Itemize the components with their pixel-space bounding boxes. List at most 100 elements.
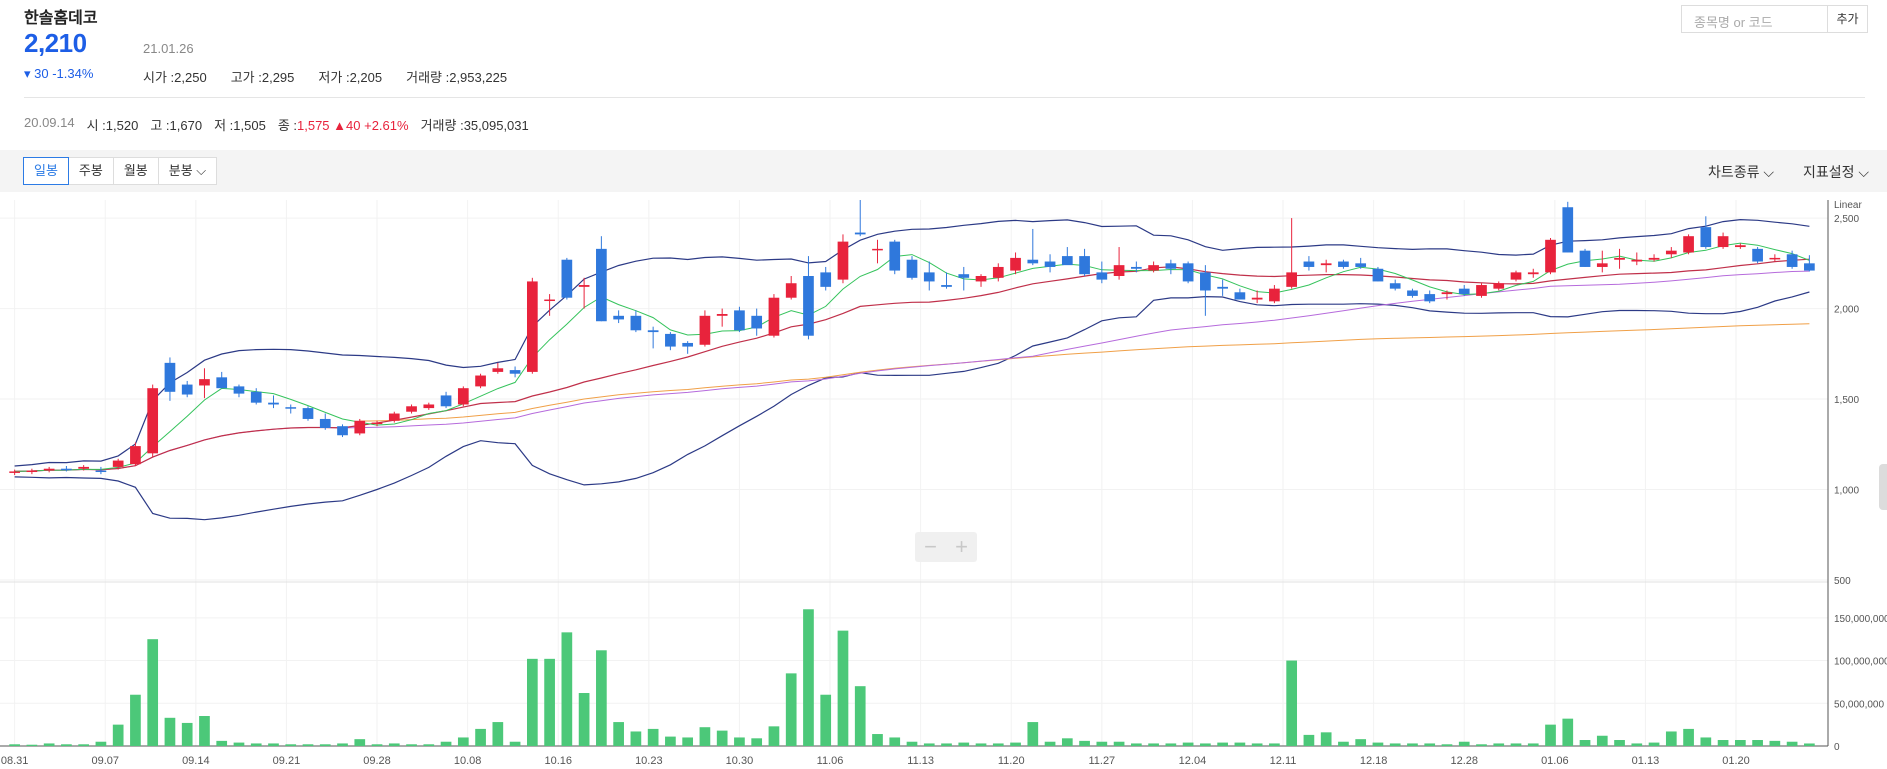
candle-body (1165, 263, 1177, 269)
volume-bar (613, 722, 624, 746)
candle-body (561, 259, 573, 298)
bollinger-lower-line (14, 291, 1810, 521)
bollinger-upper-line (14, 218, 1810, 467)
volume-bar (768, 726, 780, 746)
add-stock-button[interactable]: 추가 (1828, 5, 1868, 33)
tab-minute[interactable]: 분봉 ⌵ (157, 157, 218, 185)
candle-body (1493, 283, 1505, 289)
volume-bar (1717, 740, 1729, 746)
volume-bar (561, 632, 573, 746)
hover-close: 종 :1,575 ▲40 +2.61% (277, 118, 409, 133)
candle-body (199, 379, 210, 386)
candle-body (1700, 227, 1712, 248)
candle-body (1407, 290, 1418, 296)
volume-bar (285, 744, 297, 746)
chart-scrollbar[interactable] (1879, 464, 1887, 510)
candle-body (1476, 285, 1487, 296)
volume-bar (923, 743, 935, 746)
candle-body (647, 330, 659, 333)
candle-body (181, 384, 193, 395)
tab-weekly[interactable]: 주봉 (67, 157, 114, 185)
volume-bar (1079, 740, 1090, 746)
tab-daily[interactable]: 일봉 (23, 157, 69, 185)
x-tick-label: 09.07 (91, 755, 119, 767)
x-tick-label: 11.20 (998, 755, 1025, 767)
volume-bar (1320, 732, 1332, 746)
indicator-settings-dropdown[interactable]: 지표설정 ⌵ (1803, 164, 1870, 180)
x-tick-label: 11.13 (907, 755, 934, 767)
candle-body (1182, 263, 1194, 282)
x-tick-label: 08.31 (1, 755, 29, 767)
stock-chart[interactable]: 08.31 09.07 09.14 09.21 09.28 10.08 10.16 10.23… (0, 200, 1887, 769)
candle-body (906, 259, 918, 278)
zoom-out-button[interactable]: − (924, 534, 937, 559)
candle-body (492, 368, 504, 372)
volume-bar (1562, 718, 1574, 746)
candle-body (1458, 288, 1470, 295)
candle-body (785, 283, 797, 298)
volume-bar (578, 693, 590, 746)
volume-bar (250, 743, 262, 746)
candle-body (371, 422, 383, 425)
scale-label: Linear (1834, 200, 1862, 211)
candle-body (682, 342, 694, 347)
candle-body (147, 388, 159, 454)
zoom-in-button[interactable]: + (955, 534, 968, 559)
hover-volume: 거래량 :35,095,031 (420, 118, 529, 133)
volume-bar (43, 743, 55, 746)
candle-body (78, 466, 90, 469)
volume-bar (803, 609, 814, 746)
candle-body (872, 248, 883, 251)
open-stat: 시가 :2,250 (143, 70, 207, 85)
volume-bar (820, 694, 832, 746)
candle-body (544, 299, 555, 302)
candle-body (1355, 263, 1367, 267)
ma120-line (359, 323, 1810, 422)
high-stat: 고가 :2,295 (230, 70, 295, 85)
candle-body (1044, 261, 1056, 267)
x-tick-label: 12.18 (1360, 755, 1388, 767)
candle-body (1338, 261, 1349, 267)
candle-body (43, 468, 55, 471)
candle-body (734, 310, 745, 331)
price-tick-label: 1,500 (1834, 395, 1859, 406)
ma5-line (14, 242, 1810, 472)
candle-body (164, 362, 176, 392)
candle-body (1234, 292, 1246, 300)
stock-search-input[interactable]: 종목명 or 코드 (1681, 5, 1828, 33)
volume-bar (1355, 739, 1367, 746)
candle-body (992, 266, 1004, 278)
volume-bar (1769, 740, 1781, 746)
chevron-down-icon: ⌵ (192, 163, 207, 178)
candle-body (1269, 288, 1280, 302)
volume-bar (699, 727, 711, 746)
period-tabs: 일봉 주봉 월봉 분봉 ⌵ (23, 157, 218, 185)
candle-body (751, 315, 763, 329)
x-tick-label: 11.27 (1088, 755, 1115, 767)
hover-open: 시 :1,520 (86, 118, 139, 133)
candle-body (1424, 294, 1436, 302)
volume-bar (1113, 741, 1125, 746)
quote-date: 21.01.26 (143, 41, 194, 56)
candle-body (388, 413, 400, 421)
tab-monthly[interactable]: 월봉 (112, 157, 159, 185)
volume-bar (665, 736, 676, 746)
volume-bar (1303, 734, 1315, 746)
x-tick-label: 01.06 (1541, 755, 1569, 767)
candle-body (509, 370, 521, 374)
x-tick-label: 11.06 (817, 755, 844, 767)
price-change: ▾ 30 -1.34% (24, 66, 94, 81)
chart-type-dropdown[interactable]: 차트종류 ⌵ (1708, 164, 1775, 180)
ma60-line (14, 270, 1810, 472)
candle-body (130, 446, 141, 465)
volume-bar (199, 716, 210, 746)
candle-body (768, 297, 780, 336)
volume-bar (130, 694, 141, 746)
volume-stat: 거래량 :2,953,225 (406, 70, 508, 85)
volume-bar (233, 742, 245, 746)
x-tick-label: 10.16 (544, 755, 572, 767)
volume-bar (716, 730, 728, 746)
chart-toolbar (0, 150, 1887, 192)
candle-body (1303, 261, 1315, 267)
volume-bar (492, 722, 504, 746)
